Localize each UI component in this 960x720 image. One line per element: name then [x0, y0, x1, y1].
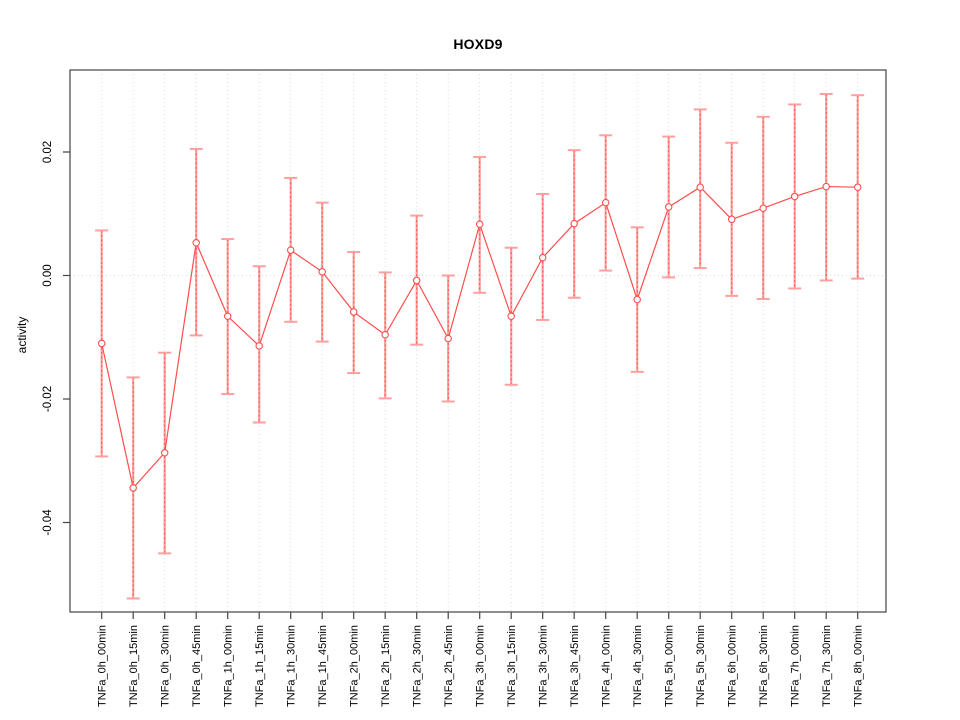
x-tick-label: TNFa_0h_00min: [97, 625, 109, 707]
data-point-marker: [538, 253, 547, 262]
x-tick-label: TNFa_2h_15min: [380, 625, 392, 707]
data-point-marker: [633, 295, 641, 304]
data-point-marker: [601, 198, 610, 207]
data-point-marker: [412, 276, 421, 285]
x-tick-label: TNFa_8h_00min: [853, 625, 865, 707]
x-tick-label: TNFa_1h_15min: [254, 625, 266, 707]
data-point-marker: [790, 192, 799, 201]
x-tick-label: TNFa_1h_45min: [317, 625, 329, 707]
data-point-marker: [129, 484, 137, 492]
y-tick-label: 0.00: [42, 264, 54, 286]
x-tick-label: TNFa_5h_30min: [695, 625, 707, 707]
data-point-marker: [160, 448, 169, 457]
y-tick-label: 0.02: [42, 141, 54, 163]
y-axis-label-text: activity: [15, 316, 29, 354]
data-point-marker: [192, 239, 200, 247]
x-tick-label: TNFa_3h_15min: [506, 625, 518, 707]
y-tick-label: -0.02: [42, 386, 54, 412]
data-point-marker: [381, 331, 389, 339]
x-tick-label: TNFa_5h_00min: [664, 625, 676, 707]
x-tick-label: TNFa_2h_30min: [412, 625, 424, 707]
x-tick-label: TNFa_0h_15min: [128, 625, 140, 707]
data-point-marker: [822, 182, 830, 191]
data-point-marker: [475, 220, 484, 228]
x-tick-label: TNFa_4h_30min: [632, 625, 644, 707]
x-tick-label: TNFa_6h_30min: [758, 625, 770, 707]
x-tick-label: TNFa_2h_00min: [349, 625, 361, 707]
x-tick-label: TNFa_7h_30min: [821, 625, 833, 707]
x-tick-label: TNFa_3h_45min: [569, 625, 581, 707]
data-point-marker: [97, 339, 106, 348]
x-tick-label: TNFa_1h_30min: [286, 625, 298, 707]
x-tick-label: TNFa_1h_00min: [223, 625, 235, 707]
y-tick-label: -0.04: [42, 509, 54, 536]
x-tick-label: TNFa_0h_30min: [160, 625, 172, 707]
data-point-marker: [286, 246, 295, 254]
x-tick-label: TNFa_3h_30min: [538, 625, 550, 707]
x-tick-label: TNFa_4h_00min: [601, 625, 613, 707]
data-point-marker: [318, 268, 326, 276]
x-tick-label: TNFa_0h_45min: [191, 625, 203, 707]
data-point-marker: [727, 215, 736, 224]
data-point-marker: [570, 219, 578, 228]
data-point-marker: [696, 183, 704, 191]
chart-title: HOXD9: [453, 36, 503, 52]
data-point-marker: [664, 203, 673, 211]
plot-frame: [69, 69, 887, 613]
data-point-marker: [444, 334, 452, 343]
data-point-marker: [507, 312, 515, 321]
data-point-marker: [349, 308, 358, 316]
x-tick-label: TNFa_3h_00min: [475, 625, 487, 707]
x-tick-label: TNFa_2h_45min: [443, 625, 455, 707]
data-point-marker: [759, 204, 767, 212]
data-point-marker: [223, 312, 232, 321]
data-point-marker: [255, 342, 263, 350]
x-tick-label: TNFa_7h_00min: [790, 625, 802, 707]
data-point-marker: [853, 183, 862, 191]
x-tick-label: TNFa_6h_00min: [727, 625, 739, 707]
